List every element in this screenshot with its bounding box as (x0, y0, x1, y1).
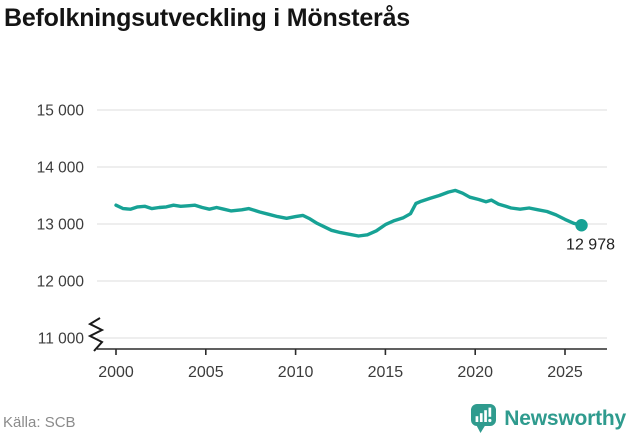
population-line-chart: 15 000 14 000 13 000 12 000 11 000 2000 2005 20… (37, 103, 616, 382)
newsworthy-wordmark: Newsworthy (504, 406, 626, 430)
x-axis-label: 2005 (188, 364, 224, 381)
y-axis-label: 12 000 (37, 274, 85, 291)
x-axis-label: 2025 (547, 364, 583, 381)
chart-title: Befolkningsutveckling i Mönsterås (4, 4, 410, 32)
x-axis-label: 2010 (278, 364, 314, 381)
axis-break-icon (87, 317, 105, 352)
x-axis-label: 2015 (368, 364, 404, 381)
x-axis-label: 2020 (457, 364, 493, 381)
y-axis-label: 13 000 (37, 217, 85, 234)
x-axis-label: 2000 (98, 364, 134, 381)
newsworthy-logo: Newsworthy (470, 403, 626, 434)
population-line (114, 188, 584, 238)
y-axis-label: 14 000 (37, 160, 85, 177)
y-axis-label: 11 000 (38, 331, 85, 348)
end-point-dot (575, 219, 588, 232)
y-axis-label: 15 000 (37, 103, 85, 120)
chart-bubble-icon (471, 404, 497, 433)
end-value-label: 12 978 (566, 236, 615, 253)
source-label: Källa: SCB (3, 414, 76, 431)
